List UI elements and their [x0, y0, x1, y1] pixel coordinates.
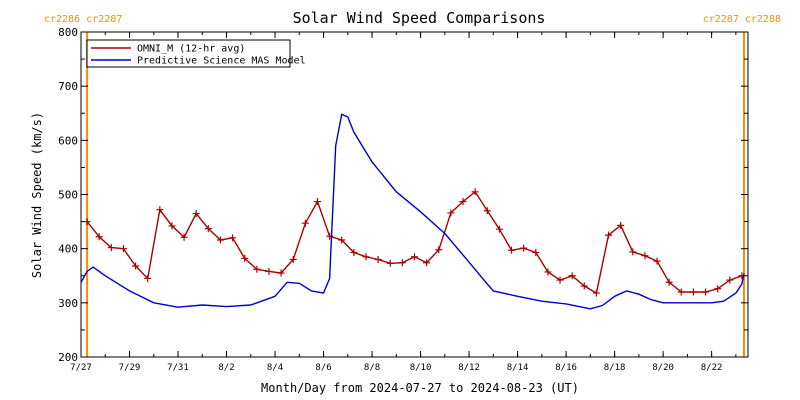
y-tick-label: 500 [58, 189, 78, 202]
data-point [216, 236, 224, 244]
data-point [265, 267, 273, 275]
x-tick-label: 7/29 [119, 363, 141, 373]
x-tick-label: 8/8 [364, 363, 380, 373]
data-point [253, 265, 261, 273]
data-point [495, 225, 503, 233]
data-point [653, 257, 661, 265]
data-point [107, 244, 115, 252]
x-tick-label: 7/31 [167, 363, 189, 373]
data-point [386, 259, 394, 267]
data-point [714, 285, 722, 293]
x-tick-label: 8/10 [410, 363, 432, 373]
data-point [180, 233, 188, 241]
legend-box [86, 39, 291, 68]
x-axis-label: Month/Day from 2024-07-27 to 2024-08-23 … [261, 381, 579, 395]
data-point [119, 245, 127, 253]
data-point [229, 234, 237, 242]
data-point [617, 221, 625, 229]
y-tick-label: 800 [58, 26, 78, 39]
series-layer [80, 113, 746, 310]
data-point [665, 278, 673, 286]
data-point [411, 253, 418, 261]
data-point [532, 248, 540, 256]
rotation-marker-label: cr2286 cr2287 [44, 14, 122, 25]
x-tick-label: 8/18 [604, 363, 626, 373]
data-point [605, 231, 613, 239]
data-point [556, 276, 564, 284]
y-tick-label: 400 [58, 243, 78, 256]
x-tick-label: 7/27 [70, 363, 92, 373]
data-point [144, 274, 152, 282]
chart-legend: OMNI_M (12-hr avg)Predictive Science MAS… [86, 39, 306, 68]
data-point [568, 272, 576, 280]
data-point [702, 288, 710, 296]
x-tick-label: 8/12 [458, 363, 480, 373]
data-point [447, 209, 455, 217]
data-point [301, 219, 309, 227]
data-point [132, 262, 140, 270]
data-point [362, 253, 370, 261]
x-tick-label: 8/6 [315, 363, 331, 373]
y-tick-label: 700 [58, 80, 78, 93]
data-point [350, 248, 358, 256]
data-point [592, 289, 600, 297]
data-point [338, 236, 346, 244]
data-point [435, 246, 443, 254]
chart-title: Solar Wind Speed Comparisons [293, 9, 546, 27]
data-point [689, 288, 697, 296]
data-point [629, 248, 637, 256]
x-tick-label: 8/2 [218, 363, 234, 373]
series-2 [80, 113, 745, 310]
data-point [156, 206, 164, 214]
data-point [192, 209, 200, 217]
data-point [374, 256, 382, 263]
data-point [580, 282, 588, 290]
data-point [313, 198, 321, 206]
series-1 [83, 188, 746, 297]
data-point [83, 218, 91, 226]
y-axis-label: Solar Wind Speed (km/s) [30, 112, 44, 278]
rotation-marker-label: cr2287 cr2288 [703, 14, 781, 25]
y-tick-label: 600 [58, 134, 78, 147]
data-point [520, 244, 528, 252]
data-point [241, 254, 249, 262]
x-tick-label: 8/4 [267, 363, 283, 373]
legend-label: Predictive Science MAS Model [137, 56, 306, 67]
data-point [508, 246, 516, 254]
data-point [95, 233, 103, 241]
data-point [726, 276, 734, 284]
legend-label: OMNI_M (12-hr avg) [137, 44, 245, 55]
data-point [289, 256, 297, 263]
data-point [677, 288, 685, 296]
x-tick-label: 8/20 [652, 363, 674, 373]
y-tick-label: 300 [58, 297, 78, 310]
y-tick-label: 200 [58, 351, 78, 364]
data-point [277, 269, 285, 277]
data-point [459, 198, 467, 206]
data-point [423, 259, 431, 267]
x-tick-label: 8/16 [555, 363, 577, 373]
data-point [483, 207, 491, 215]
data-point [641, 252, 649, 260]
x-tick-label: 8/22 [701, 363, 723, 373]
data-point [168, 222, 176, 230]
data-point [398, 259, 406, 267]
plot-frame [80, 31, 749, 358]
data-point [544, 268, 552, 276]
plot-axes: 200 300 400 500 600 700 800 7/27 7/29 7/31 8/2 8/4 8… [58, 26, 749, 373]
data-point [471, 188, 479, 196]
series-line [80, 113, 745, 310]
x-tick-label: 8/14 [507, 363, 529, 373]
data-point [204, 225, 212, 233]
